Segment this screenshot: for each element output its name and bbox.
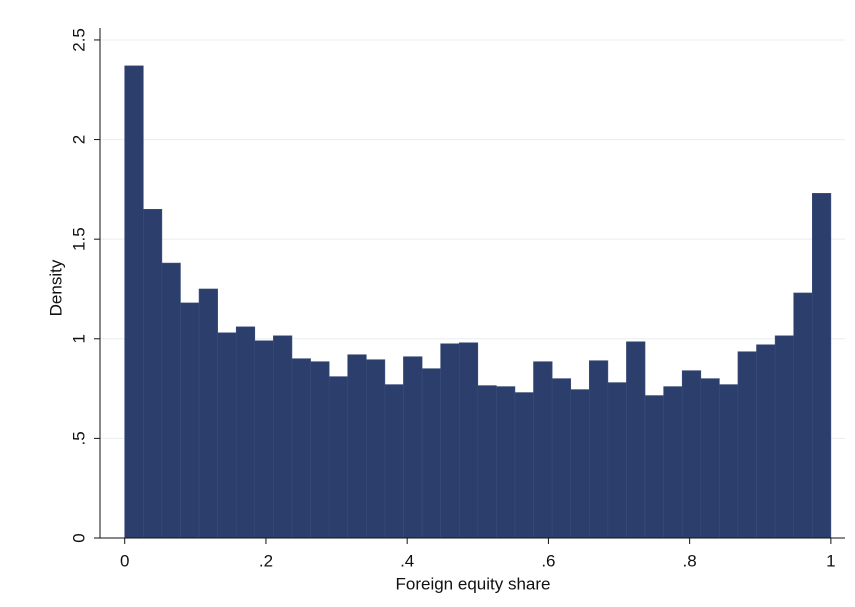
bar xyxy=(756,344,776,539)
y-tick-label: 0 xyxy=(69,533,88,542)
y-tick-label: 2 xyxy=(69,135,88,144)
bar xyxy=(477,385,497,539)
bar xyxy=(737,351,757,539)
bar xyxy=(663,386,683,539)
y-axis-label: Density xyxy=(46,259,65,316)
bar xyxy=(607,382,627,539)
bar xyxy=(458,342,479,539)
x-tick-label: 0 xyxy=(120,551,129,570)
bar xyxy=(570,389,590,539)
bar xyxy=(254,340,274,539)
x-tick-label: .2 xyxy=(259,551,273,570)
bar xyxy=(793,292,813,539)
bar xyxy=(514,392,534,539)
y-tick-label: 1 xyxy=(69,334,88,343)
x-tick-label: 1 xyxy=(826,551,835,570)
bar xyxy=(384,384,404,539)
bar xyxy=(774,335,795,539)
x-tick-label: .6 xyxy=(541,551,555,570)
bar xyxy=(328,376,349,539)
bar xyxy=(217,332,237,539)
bar xyxy=(700,378,720,539)
bar xyxy=(588,360,609,539)
y-tick-label: .5 xyxy=(69,431,88,445)
bar xyxy=(533,361,553,539)
y-tick-label: 2.5 xyxy=(69,28,88,52)
bar xyxy=(142,208,163,539)
bar xyxy=(198,288,218,539)
bar xyxy=(347,354,367,539)
x-axis-label: Foreign equity share xyxy=(396,574,551,593)
bar xyxy=(273,335,293,539)
bar xyxy=(719,384,739,539)
bar xyxy=(812,193,832,539)
bar xyxy=(644,395,664,539)
bar xyxy=(124,65,144,539)
bar xyxy=(161,262,181,539)
bar xyxy=(551,378,572,539)
bar xyxy=(365,359,386,539)
y-tick-label: 1.5 xyxy=(69,227,88,251)
bar xyxy=(403,356,423,539)
x-tick-label: .4 xyxy=(400,551,414,570)
bar xyxy=(681,370,702,539)
bar xyxy=(440,343,460,539)
bar xyxy=(291,358,311,539)
bar xyxy=(421,368,441,539)
x-tick-label: .8 xyxy=(683,551,697,570)
bar xyxy=(310,361,330,539)
bar xyxy=(496,386,516,539)
bar xyxy=(235,326,256,539)
bar xyxy=(180,302,200,539)
bar xyxy=(626,341,646,539)
